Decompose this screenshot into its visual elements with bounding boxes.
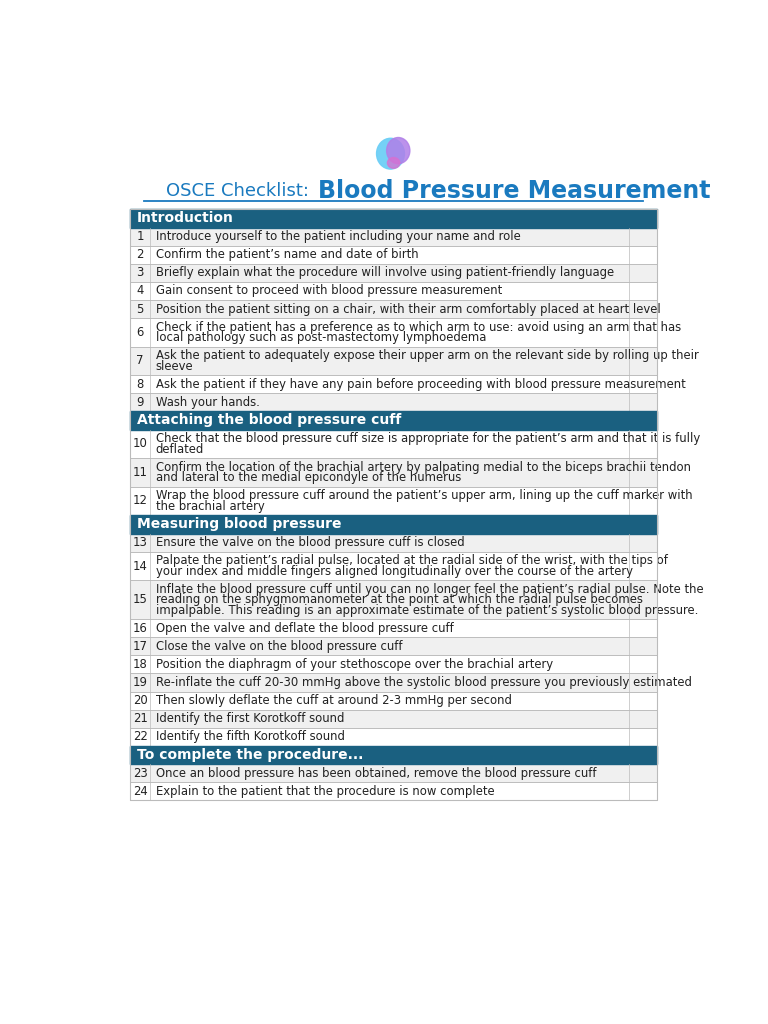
Ellipse shape — [387, 158, 400, 168]
Text: 21: 21 — [133, 712, 147, 725]
Text: To complete the procedure...: To complete the procedure... — [137, 749, 363, 762]
Text: Close the valve on the blood pressure cuff: Close the valve on the blood pressure cu… — [156, 640, 402, 652]
Text: Explain to the patient that the procedure is now complete: Explain to the patient that the procedur… — [156, 785, 495, 798]
FancyBboxPatch shape — [130, 430, 657, 458]
Text: Wash your hands.: Wash your hands. — [156, 395, 260, 409]
Text: Open the valve and deflate the blood pressure cuff: Open the valve and deflate the blood pre… — [156, 622, 453, 635]
Text: 20: 20 — [133, 694, 147, 708]
Text: Then slowly deflate the cuff at around 2-3 mmHg per second: Then slowly deflate the cuff at around 2… — [156, 694, 511, 708]
FancyBboxPatch shape — [130, 581, 657, 620]
Text: Once an blood pressure has been obtained, remove the blood pressure cuff: Once an blood pressure has been obtained… — [156, 767, 596, 780]
Text: Confirm the location of the brachial artery by palpating medial to the biceps br: Confirm the location of the brachial art… — [156, 461, 690, 474]
Text: Gain consent to proceed with blood pressure measurement: Gain consent to proceed with blood press… — [156, 285, 502, 297]
Text: 12: 12 — [133, 495, 147, 508]
Text: local pathology such as post-mastectomy lymphoedema: local pathology such as post-mastectomy … — [156, 331, 486, 344]
FancyBboxPatch shape — [130, 227, 657, 246]
Text: Position the diaphragm of your stethoscope over the brachial artery: Position the diaphragm of your stethosco… — [156, 657, 553, 671]
Text: Check that the blood pressure cuff size is appropriate for the patient’s arm and: Check that the blood pressure cuff size … — [156, 432, 700, 445]
Text: 18: 18 — [133, 657, 147, 671]
FancyBboxPatch shape — [130, 209, 657, 227]
Text: impalpable. This reading is an approximate estimate of the patient’s systolic bl: impalpable. This reading is an approxima… — [156, 603, 698, 616]
Text: Attaching the blood pressure cuff: Attaching the blood pressure cuff — [137, 414, 402, 427]
Text: Ensure the valve on the blood pressure cuff is closed: Ensure the valve on the blood pressure c… — [156, 537, 465, 549]
FancyBboxPatch shape — [130, 486, 657, 515]
Text: Blood Pressure Measurement: Blood Pressure Measurement — [318, 178, 710, 203]
FancyBboxPatch shape — [130, 674, 657, 691]
FancyBboxPatch shape — [130, 515, 657, 534]
Text: Identify the fifth Korotkoff sound: Identify the fifth Korotkoff sound — [156, 730, 345, 743]
Text: 3: 3 — [137, 266, 144, 280]
FancyBboxPatch shape — [130, 637, 657, 655]
FancyBboxPatch shape — [130, 393, 657, 412]
Text: 22: 22 — [133, 730, 147, 743]
Text: Check if the patient has a preference as to which arm to use: avoid using an arm: Check if the patient has a preference as… — [156, 321, 680, 334]
Text: 23: 23 — [133, 767, 147, 780]
FancyBboxPatch shape — [130, 534, 657, 552]
Text: Introduction: Introduction — [137, 211, 234, 225]
Text: Introduce yourself to the patient including your name and role: Introduce yourself to the patient includ… — [156, 230, 521, 243]
Text: 10: 10 — [133, 437, 147, 451]
FancyBboxPatch shape — [130, 318, 657, 346]
FancyBboxPatch shape — [130, 264, 657, 282]
Text: 1: 1 — [137, 230, 144, 243]
Text: 2: 2 — [137, 248, 144, 261]
Text: Confirm the patient’s name and date of birth: Confirm the patient’s name and date of b… — [156, 248, 419, 261]
FancyBboxPatch shape — [130, 691, 657, 710]
Text: Wrap the blood pressure cuff around the patient’s upper arm, lining up the cuff : Wrap the blood pressure cuff around the … — [156, 489, 692, 502]
FancyBboxPatch shape — [130, 246, 657, 264]
Text: Position the patient sitting on a chair, with their arm comfortably placed at he: Position the patient sitting on a chair,… — [156, 302, 660, 315]
Text: Ask the patient if they have any pain before proceeding with blood pressure meas: Ask the patient if they have any pain be… — [156, 378, 685, 390]
Text: 8: 8 — [137, 378, 144, 390]
Text: 9: 9 — [137, 395, 144, 409]
Ellipse shape — [386, 137, 410, 164]
Text: deflated: deflated — [156, 442, 204, 456]
Text: 6: 6 — [137, 326, 144, 339]
FancyBboxPatch shape — [130, 764, 657, 782]
Text: 13: 13 — [133, 537, 147, 549]
Text: 4: 4 — [137, 285, 144, 297]
Text: Palpate the patient’s radial pulse, located at the radial side of the wrist, wit: Palpate the patient’s radial pulse, loca… — [156, 554, 667, 567]
FancyBboxPatch shape — [130, 375, 657, 393]
FancyBboxPatch shape — [130, 458, 657, 486]
Text: Briefly explain what the procedure will involve using patient-friendly language: Briefly explain what the procedure will … — [156, 266, 614, 280]
Text: Measuring blood pressure: Measuring blood pressure — [137, 517, 342, 531]
FancyBboxPatch shape — [130, 745, 657, 764]
FancyBboxPatch shape — [130, 346, 657, 375]
Text: 17: 17 — [133, 640, 147, 652]
Text: 16: 16 — [133, 622, 147, 635]
Text: the brachial artery: the brachial artery — [156, 500, 264, 513]
FancyBboxPatch shape — [130, 620, 657, 637]
Text: and lateral to the medial epicondyle of the humerus: and lateral to the medial epicondyle of … — [156, 471, 461, 484]
Text: 15: 15 — [133, 593, 147, 606]
FancyBboxPatch shape — [130, 710, 657, 728]
Text: 11: 11 — [133, 466, 147, 479]
Text: sleeve: sleeve — [156, 359, 194, 373]
FancyBboxPatch shape — [130, 655, 657, 674]
Text: Ask the patient to adequately expose their upper arm on the relevant side by rol: Ask the patient to adequately expose the… — [156, 349, 698, 362]
FancyBboxPatch shape — [130, 782, 657, 801]
FancyBboxPatch shape — [130, 552, 657, 581]
FancyBboxPatch shape — [130, 412, 657, 430]
Text: Inflate the blood pressure cuff until you can no longer feel the patient’s radia: Inflate the blood pressure cuff until yo… — [156, 583, 703, 596]
FancyBboxPatch shape — [130, 300, 657, 318]
Text: OSCE Checklist:: OSCE Checklist: — [166, 181, 315, 200]
Text: 5: 5 — [137, 302, 144, 315]
Text: Re-inflate the cuff 20-30 mmHg above the systolic blood pressure you previously : Re-inflate the cuff 20-30 mmHg above the… — [156, 676, 691, 689]
Text: 24: 24 — [133, 785, 147, 798]
Text: 19: 19 — [133, 676, 147, 689]
Text: your index and middle fingers aligned longitudinally over the course of the arte: your index and middle fingers aligned lo… — [156, 564, 633, 578]
Text: 14: 14 — [133, 559, 147, 572]
FancyBboxPatch shape — [130, 728, 657, 745]
Text: 7: 7 — [137, 354, 144, 368]
Text: reading on the sphygmomanometer at the point at which the radial pulse becomes: reading on the sphygmomanometer at the p… — [156, 593, 643, 606]
Ellipse shape — [376, 138, 405, 169]
FancyBboxPatch shape — [130, 282, 657, 300]
Text: Identify the first Korotkoff sound: Identify the first Korotkoff sound — [156, 712, 344, 725]
